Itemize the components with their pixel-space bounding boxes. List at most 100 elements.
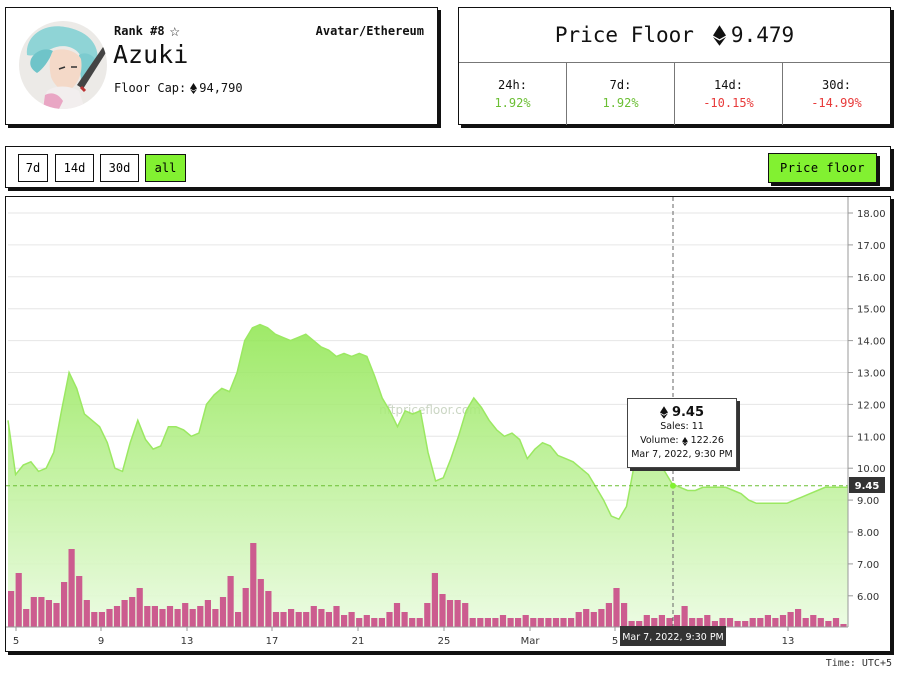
area-fill [8, 324, 848, 627]
stat-label: 14d: [714, 78, 743, 92]
volume-bar [106, 609, 113, 627]
x-tick-label: 9 [98, 636, 104, 647]
stat-label: 24h: [498, 78, 527, 92]
stat-label: 7d: [609, 78, 632, 92]
crosshair-date-badge: Mar 7, 2022, 9:30 PM [622, 632, 724, 643]
y-tick-label: 14.00 [857, 337, 886, 348]
volume-bar [144, 606, 151, 627]
tooltip-volume-value: 122.26 [690, 435, 724, 446]
volume-bar [91, 612, 98, 627]
volume-bar [613, 588, 620, 627]
volume-bar [61, 582, 68, 627]
volume-bar [288, 609, 295, 627]
volume-bar [363, 615, 370, 627]
price-area [7, 323, 848, 627]
current-price-badge: 9.45 [855, 481, 880, 492]
x-tick-label: Mar [521, 636, 541, 647]
volume-bar [462, 603, 469, 627]
volume-bar [341, 615, 348, 627]
volume-bar [598, 609, 605, 627]
axis-badges: 9.45 Mar 7, 2022, 9:30 PM [620, 477, 885, 646]
price-change-stats: 24h: 1.92% 7d: 1.92% 14d: -10.15% 30d: -… [459, 63, 890, 125]
timezone-label: Time: UTC+5 [825, 658, 892, 669]
volume-bar [764, 615, 771, 627]
volume-bar [484, 618, 491, 627]
y-tick-label: 10.00 [857, 464, 886, 475]
price-chart[interactable]: nftpricefloor.com 18.00 17.00 16.00 15.00 14… [5, 196, 891, 652]
volume-bar [189, 609, 196, 627]
volume-bar [522, 615, 529, 627]
volume-bar [840, 624, 847, 627]
volume-bar [666, 618, 673, 627]
y-tick-label: 18.00 [857, 209, 886, 220]
volume-bar [151, 606, 158, 627]
volume-bar [393, 603, 401, 627]
volume-bar [734, 621, 741, 627]
volume-bar [303, 612, 310, 627]
volume-bar [696, 618, 703, 627]
volume-bar [711, 621, 718, 627]
volume-bar [832, 618, 840, 627]
volume-bar [605, 603, 612, 627]
volume-bar [15, 573, 22, 627]
volume-bar [537, 618, 544, 627]
volume-bar [628, 621, 635, 627]
volume-bar [446, 600, 454, 627]
stat-value: -10.15% [703, 96, 754, 110]
volume-bar [318, 609, 325, 627]
ethereum-icon [190, 82, 198, 94]
volume-bar [166, 606, 174, 627]
volume-bar [726, 618, 734, 627]
x-tick-label: 17 [266, 636, 279, 647]
volume-bar [575, 612, 582, 627]
stat-24h: 24h: 1.92% [459, 63, 567, 125]
y-axis: 18.00 17.00 16.00 15.00 14.00 13.00 12.00 11.00… [847, 197, 886, 627]
price-line [7, 323, 848, 521]
price-floor-card: Price Floor 9.479 24h: 1.92% 7d: 1.92% 1… [458, 7, 891, 125]
range-button-7d[interactable]: 7d [18, 154, 48, 182]
volume-bar [310, 606, 317, 627]
volume-bar [257, 579, 264, 627]
ethereum-icon [712, 24, 726, 46]
price-floor-button[interactable]: Price floor [768, 153, 877, 183]
volume-bar [204, 600, 211, 627]
volume-bar [749, 618, 756, 627]
volume-bar [219, 597, 227, 627]
volume-bar [552, 618, 560, 627]
volume-bar [810, 615, 817, 627]
y-tick-label: 17.00 [857, 241, 886, 252]
tooltip-volume: Volume: 122.26 [628, 434, 736, 448]
volume-bar [636, 621, 643, 627]
tooltip-volume-label: Volume: [640, 435, 679, 446]
volume-bars [8, 543, 847, 627]
star-icon[interactable]: ☆ [169, 21, 180, 41]
volume-bar [621, 603, 628, 627]
range-button-all[interactable]: all [145, 154, 186, 182]
tooltip-sales: Sales: 11 [660, 421, 704, 432]
range-button-30d[interactable]: 30d [100, 154, 139, 182]
volume-bar [545, 618, 552, 627]
volume-bar [477, 618, 484, 627]
volume-bar [409, 618, 416, 627]
chart-canvas[interactable]: nftpricefloor.com 18.0017.0016.0015.0014… [6, 197, 891, 652]
floor-cap-value: 94,790 [199, 81, 243, 95]
volume-bar [136, 588, 143, 627]
volume-bar [681, 606, 688, 627]
volume-bar [159, 609, 166, 627]
volume-bar [469, 618, 476, 627]
volume-bar [53, 603, 60, 627]
range-button-14d[interactable]: 14d [55, 154, 94, 182]
volume-bar [689, 618, 696, 627]
volume-bar [772, 618, 779, 627]
volume-bar [280, 612, 287, 627]
volume-bar [583, 609, 590, 627]
volume-bar [560, 618, 567, 627]
volume-bar [658, 615, 665, 627]
volume-bar [235, 612, 242, 627]
volume-bar [371, 618, 378, 627]
volume-bar [673, 615, 681, 627]
volume-bar [333, 606, 340, 627]
volume-bar [182, 603, 189, 627]
volume-bar [507, 618, 514, 627]
y-tick-label: 6.00 [857, 592, 879, 603]
